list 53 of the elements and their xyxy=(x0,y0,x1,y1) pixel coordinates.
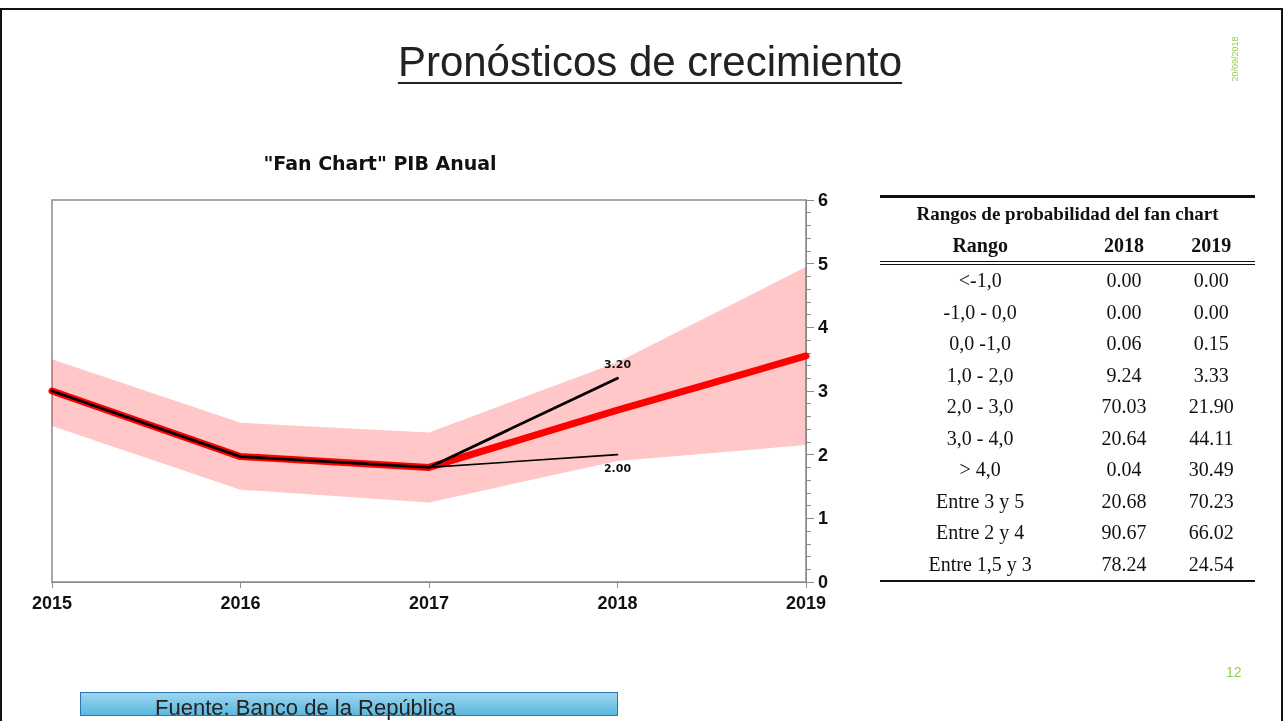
category-label: 2,0 - 3,0 xyxy=(945,394,1015,420)
chart-title: Pronósticos de crecimiento xyxy=(397,38,903,85)
text: 2018 xyxy=(1080,229,1168,263)
data-label: 0.15 xyxy=(1192,331,1230,357)
data-label: 70.23 xyxy=(1187,488,1235,514)
data-label: 78.24 xyxy=(1080,548,1168,581)
x-tick-label: 2017 xyxy=(408,593,450,613)
y-tick-label: 6 xyxy=(818,190,829,210)
source-note: Fuente: Banco de la República xyxy=(154,694,457,720)
text: Rangos de probabilidad del fan chart xyxy=(880,196,1255,230)
data-label: 9.24 xyxy=(1105,362,1143,388)
y-tick-label: 1 xyxy=(818,508,829,529)
text: 2019 xyxy=(1167,229,1255,263)
y-tick-label: 4 xyxy=(818,317,829,338)
data-label: 3.33 xyxy=(1192,362,1230,388)
data-label: 20.64 xyxy=(1100,425,1148,451)
category-label: > 4,0 xyxy=(958,457,1002,483)
category-label: Entre 3 y 5 xyxy=(935,488,1026,515)
y-tick-label: 0 xyxy=(818,572,829,592)
chart-subtitle: "Fan Chart" PIB Anual xyxy=(263,151,497,174)
data-label: 24.54 xyxy=(1167,548,1255,581)
data-label: 0.04 xyxy=(1105,457,1143,483)
x-tick-label: 2015 xyxy=(31,593,73,613)
category-label: 1,0 - 2,0 xyxy=(945,362,1015,388)
category-label: Entre 1,5 y 3 xyxy=(880,548,1081,581)
category-label: -1,0 - 0,0 xyxy=(942,299,1018,325)
data-label: 30.49 xyxy=(1187,457,1235,483)
y-tick-label: 3 xyxy=(818,381,829,401)
data-label: 0.06 xyxy=(1105,331,1143,357)
text: 20/09/2018 xyxy=(1230,35,1240,84)
category-label: Entre 2 y 4 xyxy=(935,520,1026,546)
data-label: 0.00 xyxy=(1192,268,1230,294)
y-tick-label: 2 xyxy=(818,444,829,465)
data-label: 66.02 xyxy=(1187,520,1235,546)
data-label: 3.20 xyxy=(603,358,632,372)
data-label: 0.00 xyxy=(1105,268,1143,294)
x-tick-label: 2016 xyxy=(220,593,261,613)
data-label: 2.00 xyxy=(603,461,632,475)
x-tick-label: 2018 xyxy=(597,593,638,613)
category-label: <-1,0 xyxy=(957,268,1003,294)
category-label: 3,0 - 4,0 xyxy=(945,425,1015,451)
data-label: 0.00 xyxy=(1192,299,1230,325)
data-label: 20.68 xyxy=(1100,488,1148,514)
category-label: 0,0 -1,0 xyxy=(948,331,1013,357)
text: Rango xyxy=(880,229,1081,263)
data-label: 70.03 xyxy=(1100,394,1148,420)
y-tick-label: 5 xyxy=(818,253,829,274)
data-label: 90.67 xyxy=(1100,520,1148,546)
text: 12 xyxy=(1226,664,1242,680)
x-tick-label: 2019 xyxy=(785,593,827,613)
data-label: 44.11 xyxy=(1188,425,1235,451)
data-label: 0.00 xyxy=(1105,299,1143,325)
data-label: 21.90 xyxy=(1187,394,1235,420)
